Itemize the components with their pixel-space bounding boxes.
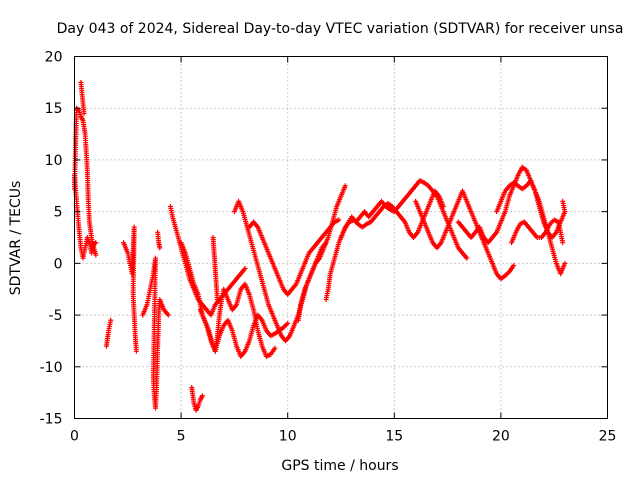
data-point (242, 266, 248, 272)
series-arc-i (178, 240, 291, 359)
data-point (336, 217, 342, 223)
chart-title: Day 043 of 2024, Sidereal Day-to-day VTE… (57, 21, 624, 37)
series-arc-d (103, 317, 114, 349)
y-tick-label: -10 (40, 360, 63, 376)
data-point (133, 348, 139, 354)
series-arc-u (509, 217, 566, 246)
data-point (285, 320, 291, 326)
y-tick-label: 10 (45, 153, 63, 169)
y-tick-label: 15 (45, 101, 63, 117)
series-arc-o (295, 240, 329, 323)
series-arc-c (78, 79, 87, 116)
series-arc-l (210, 235, 220, 303)
data-point (464, 255, 470, 261)
data-point (81, 110, 87, 116)
x-tick-label: 0 (70, 429, 79, 445)
y-tick-label: -5 (49, 308, 63, 324)
series-arc-m (231, 183, 348, 344)
x-tick-label: 10 (279, 429, 297, 445)
y-tick-label: 20 (45, 50, 63, 66)
y-tick-label: 5 (54, 205, 63, 221)
series-arc-f (140, 255, 171, 411)
data-point (108, 317, 114, 323)
x-tick-label: 25 (599, 429, 617, 445)
x-tick-label: 15 (385, 429, 403, 445)
x-axis-label: GPS time / hours (281, 458, 398, 474)
data-point (93, 252, 99, 258)
data-point (75, 106, 81, 112)
data-point (323, 240, 329, 246)
data-point (199, 393, 205, 399)
data-point (214, 297, 220, 303)
series-arc-j (189, 384, 205, 413)
axis-ticks: 0 5 10 15 20 25 -15 -10 -5 0 5 10 15 20 (40, 50, 617, 445)
series-arc-r (413, 188, 517, 282)
data-point (562, 260, 568, 266)
grid (74, 56, 608, 419)
y-axis-label: SDTVAR / TECUs (8, 181, 24, 296)
plot-frame (74, 56, 608, 419)
series-arc-g (155, 229, 163, 251)
data-point (560, 240, 566, 246)
data-point (511, 262, 517, 268)
y-tick-label: 0 (54, 256, 63, 272)
x-tick-label: 5 (177, 429, 186, 445)
data-point (165, 312, 171, 318)
series-arc-p (323, 178, 470, 303)
data-point (440, 203, 446, 209)
data-point (92, 241, 98, 247)
data-point (560, 198, 566, 204)
series-arc-q (338, 188, 446, 240)
data-point (157, 245, 163, 251)
series-arc-k (197, 281, 278, 359)
data-point (342, 183, 348, 189)
y-tick-label: -15 (40, 412, 63, 428)
series-arc-b (72, 172, 99, 261)
data-point (272, 345, 278, 351)
data-marks (72, 79, 568, 413)
series-arc-e (121, 224, 139, 354)
series-arc-n (246, 217, 342, 297)
data-point (93, 240, 99, 246)
x-tick-label: 20 (492, 429, 510, 445)
